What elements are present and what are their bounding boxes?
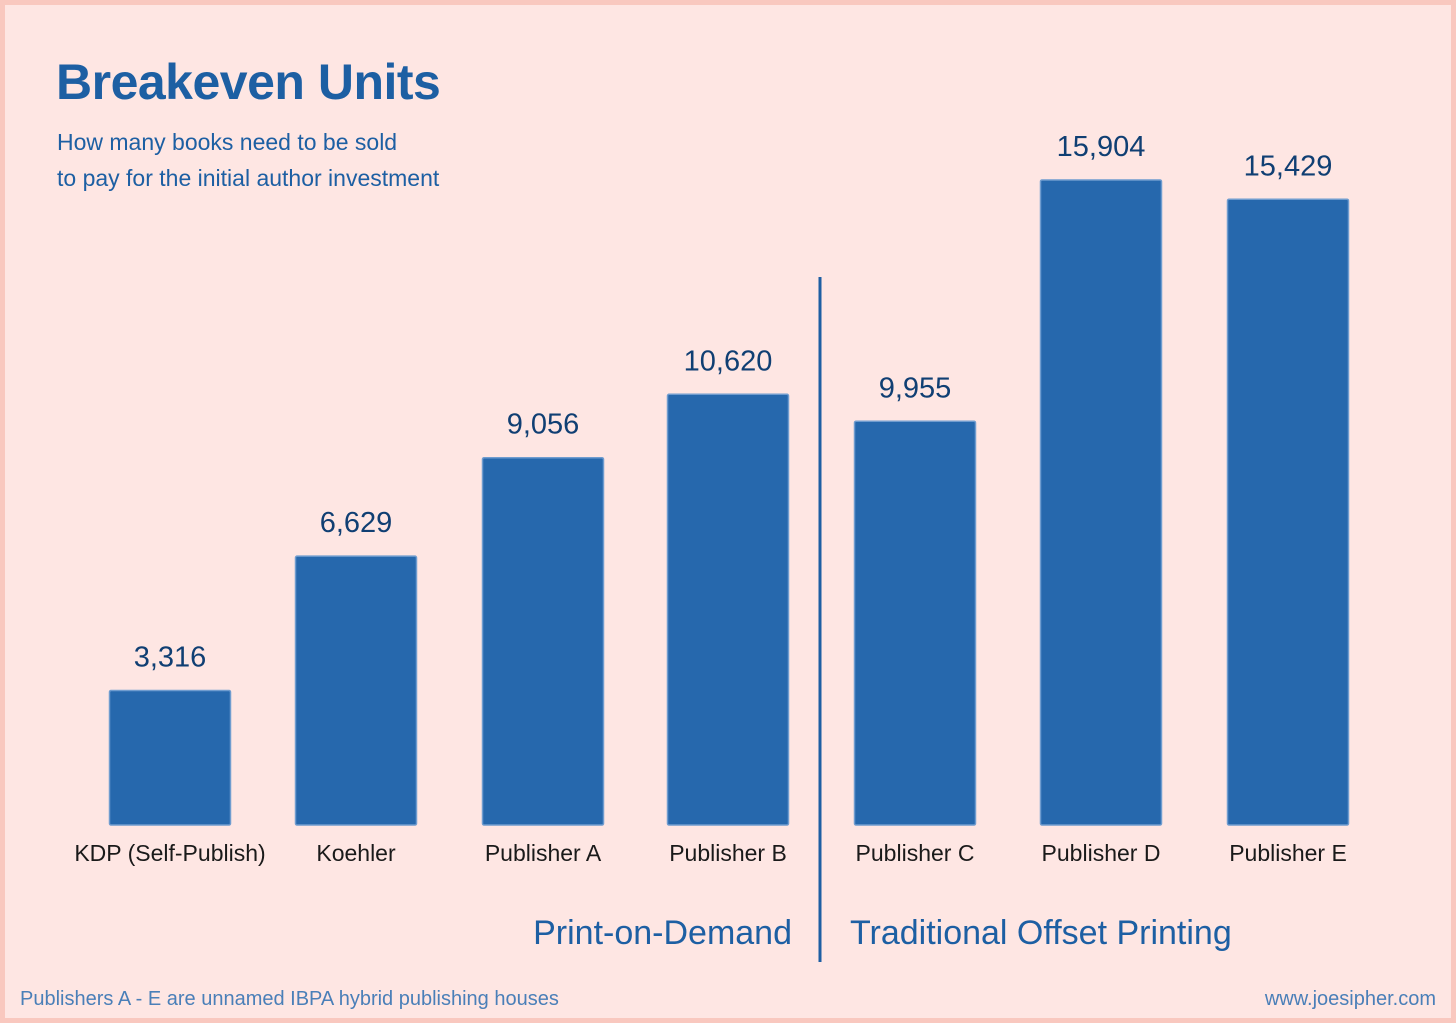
- category-label-2: Koehler: [316, 840, 396, 866]
- category-label-7: Publisher E: [1229, 840, 1347, 866]
- bar-3: [481, 456, 605, 826]
- value-label-6: 15,904: [1057, 131, 1146, 163]
- category-label-3: Publisher A: [485, 840, 602, 866]
- chart-subtitle-line-2: to pay for the initial author investment: [57, 165, 440, 191]
- group-label-print-on-demand: Print-on-Demand: [533, 914, 792, 952]
- bar-chart: 3,316 KDP (Self-Publish) 6,629 Koehler 9,056…: [74, 131, 1350, 962]
- category-label-1: KDP (Self-Publish): [74, 840, 265, 866]
- group-label-traditional-offset: Traditional Offset Printing: [850, 914, 1232, 952]
- bar-1: [108, 689, 232, 826]
- value-label-5: 9,955: [879, 372, 952, 404]
- category-label-4: Publisher B: [669, 840, 787, 866]
- value-label-2: 6,629: [320, 507, 393, 539]
- category-label-5: Publisher C: [856, 840, 975, 866]
- chart-title: Breakeven Units: [56, 54, 441, 110]
- bar-6: [1039, 179, 1163, 826]
- value-label-3: 9,056: [507, 409, 580, 441]
- chart-subtitle-line-1: How many books need to be sold: [57, 129, 398, 155]
- value-label-7: 15,429: [1244, 150, 1333, 182]
- bar-2: [294, 555, 418, 826]
- value-label-1: 3,316: [134, 642, 207, 674]
- website-link[interactable]: www.joesipher.com: [1264, 988, 1436, 1010]
- value-label-4: 10,620: [684, 345, 773, 377]
- bar-5: [853, 420, 977, 826]
- category-label-6: Publisher D: [1042, 840, 1161, 866]
- bar-4: [666, 393, 790, 826]
- bar-7: [1226, 198, 1350, 826]
- footnote: Publishers A - E are unnamed IBPA hybrid…: [20, 988, 559, 1010]
